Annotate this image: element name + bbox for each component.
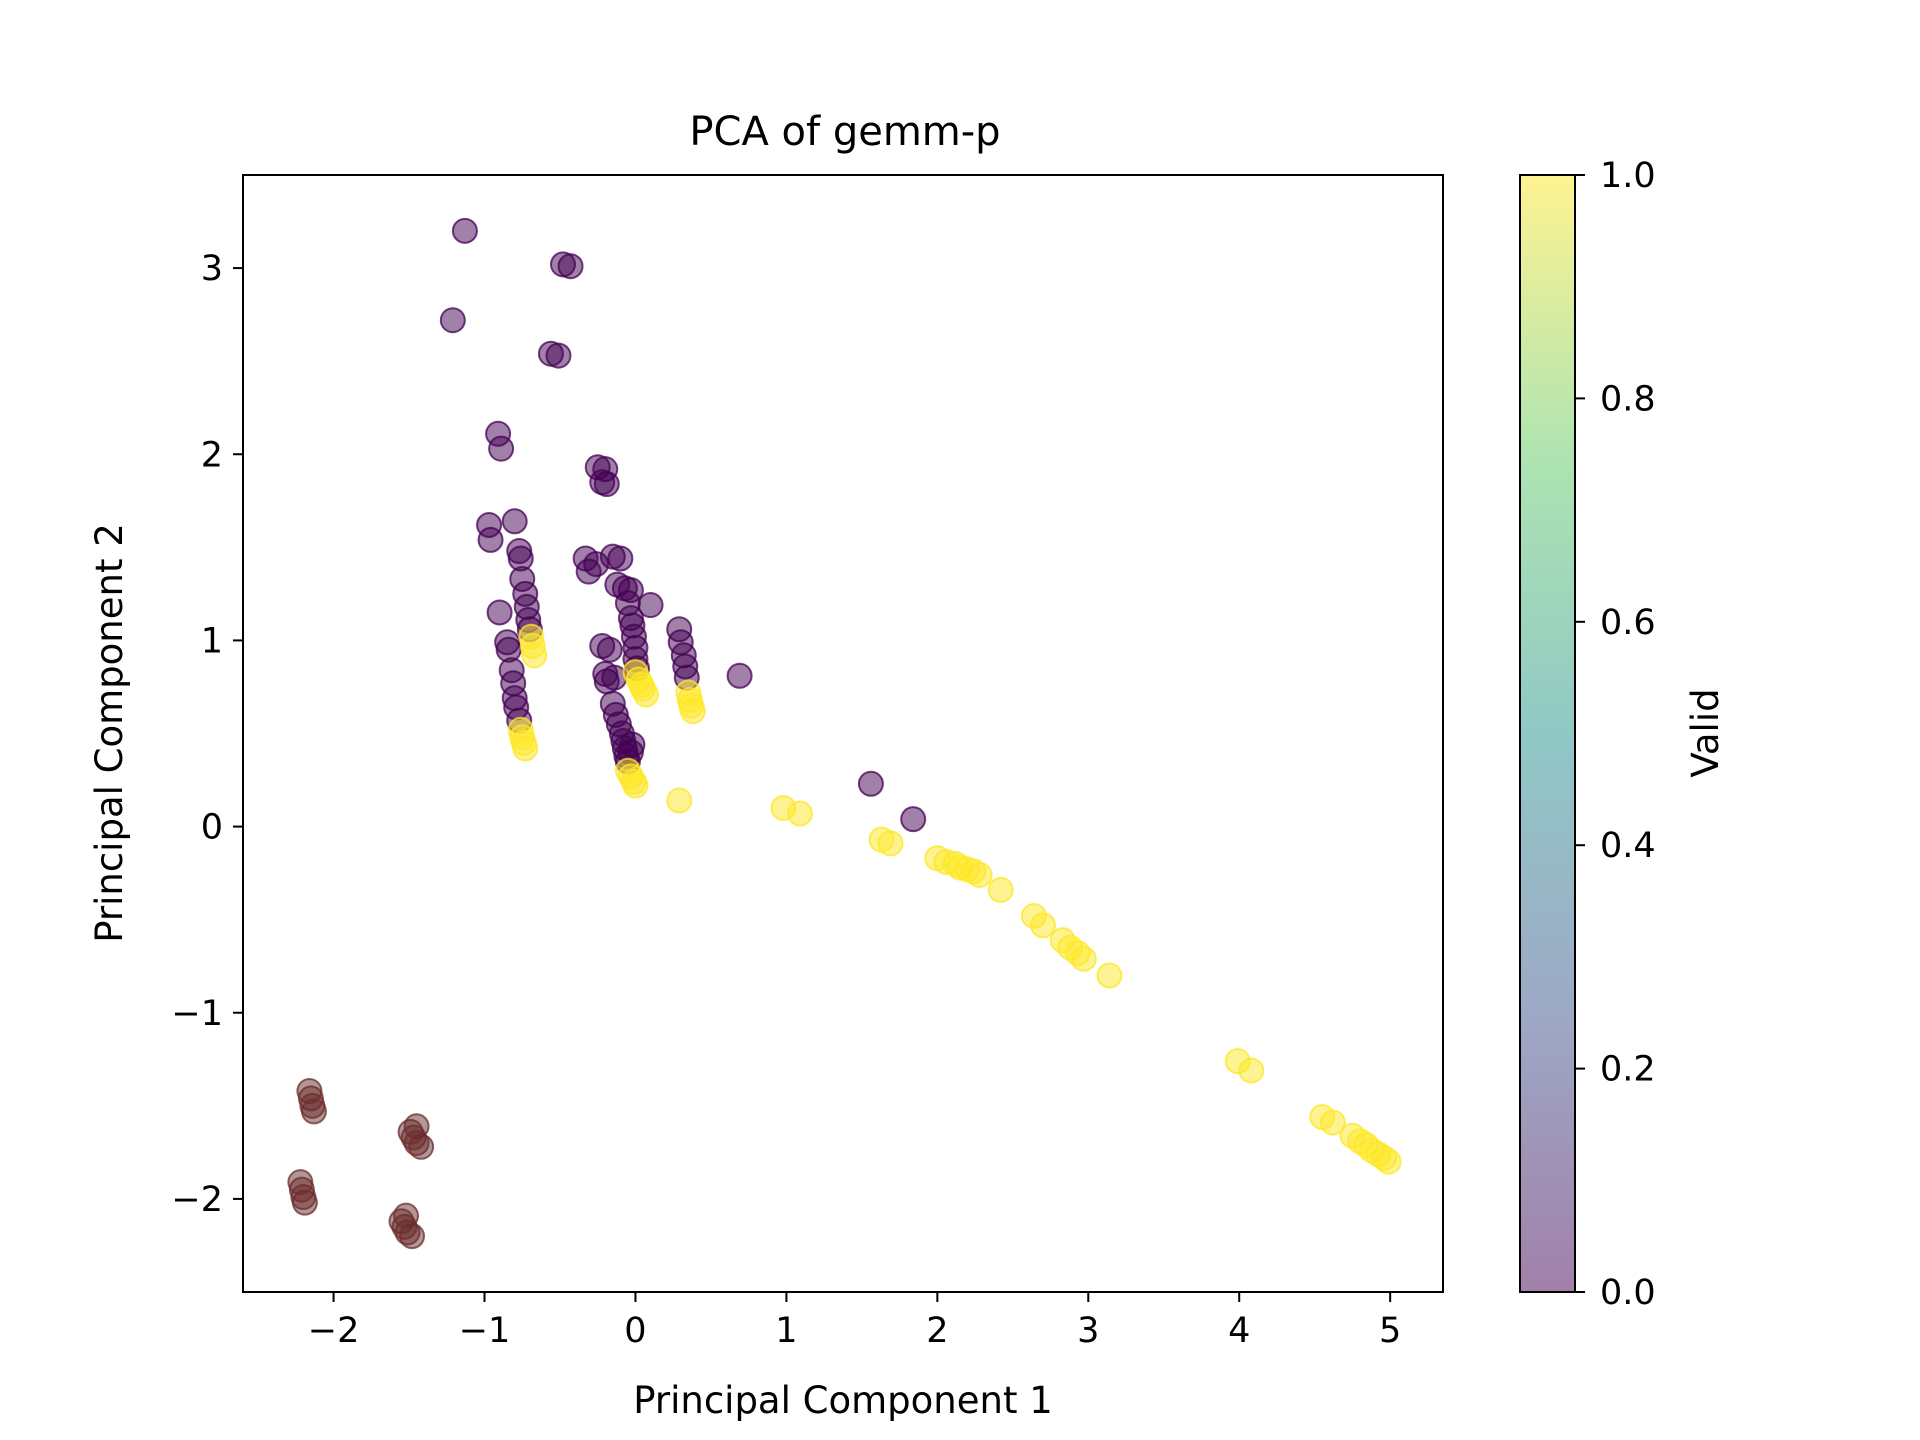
colorbar-tick-label: 0.0 bbox=[1600, 1273, 1656, 1313]
scatter-point bbox=[1238, 1057, 1265, 1084]
colorbar-tick-label: 0.2 bbox=[1600, 1050, 1656, 1090]
scatter-point bbox=[877, 830, 904, 857]
scatter-point bbox=[679, 698, 706, 725]
scatter-point bbox=[1070, 945, 1097, 972]
chart-title: PCA of gemm-p bbox=[689, 109, 1000, 155]
scatter-point bbox=[966, 861, 993, 888]
colorbar-gradient bbox=[1520, 175, 1575, 1292]
scatter-point bbox=[291, 1189, 318, 1216]
scatter-point bbox=[622, 772, 649, 799]
scatter-point bbox=[451, 217, 478, 244]
scatter-point bbox=[439, 307, 466, 334]
scatter-point bbox=[786, 800, 813, 827]
scatter-point bbox=[408, 1133, 435, 1160]
colorbar-tick-label: 0.8 bbox=[1600, 379, 1656, 419]
scatter-point bbox=[900, 806, 927, 833]
y-axis-ticks: −2 −1 0 1 2 3 bbox=[171, 249, 243, 1220]
scatter-point bbox=[857, 770, 884, 797]
x-tick-label: 5 bbox=[1379, 1311, 1401, 1351]
scatter-point bbox=[1375, 1148, 1402, 1175]
scatter-point bbox=[593, 471, 620, 498]
y-tick-label: −1 bbox=[171, 994, 223, 1034]
scatter-point bbox=[596, 636, 623, 663]
colorbar-tick-label: 0.6 bbox=[1600, 603, 1656, 643]
x-tick-label: 1 bbox=[775, 1311, 797, 1351]
scatter-point bbox=[1030, 912, 1056, 939]
scatter-point bbox=[486, 599, 513, 626]
scatter-point bbox=[512, 735, 539, 762]
scatter-point bbox=[477, 526, 504, 553]
scatter-point bbox=[601, 664, 628, 691]
scatter-point bbox=[545, 342, 572, 369]
colorbar-tick-label: 1.0 bbox=[1600, 156, 1656, 196]
x-tick-label: 4 bbox=[1228, 1311, 1250, 1351]
scatter-point bbox=[1096, 962, 1123, 989]
scatter-point bbox=[666, 787, 693, 814]
colorbar-tick-label: 0.4 bbox=[1600, 826, 1656, 866]
y-tick-label: 2 bbox=[201, 435, 223, 475]
scatter-point bbox=[726, 662, 753, 689]
plot-frame bbox=[242, 174, 1444, 1293]
colorbar-label: Valid bbox=[1684, 688, 1727, 777]
y-tick-label: −2 bbox=[171, 1180, 223, 1220]
scatter-point bbox=[619, 731, 646, 758]
x-tick-label: 3 bbox=[1077, 1311, 1099, 1351]
x-tick-label: −2 bbox=[308, 1311, 360, 1351]
y-tick-label: 3 bbox=[201, 249, 223, 289]
x-tick-label: 2 bbox=[926, 1311, 948, 1351]
scatter-point bbox=[300, 1098, 327, 1125]
scatter-point bbox=[557, 253, 584, 280]
scatter-point bbox=[399, 1223, 426, 1250]
y-axis-label: Principal Component 2 bbox=[88, 523, 131, 943]
x-axis-label: Principal Component 1 bbox=[633, 1379, 1053, 1422]
scatter-point bbox=[633, 681, 660, 708]
scatter-points bbox=[287, 217, 1402, 1250]
scatter-point bbox=[1319, 1109, 1346, 1136]
scatter-point bbox=[488, 435, 515, 462]
scatter-point bbox=[501, 508, 528, 535]
colorbar-frame bbox=[1519, 174, 1576, 1293]
x-tick-label: −1 bbox=[459, 1311, 511, 1351]
scatter-point bbox=[521, 642, 548, 669]
y-tick-label: 0 bbox=[201, 808, 223, 848]
x-axis-ticks: −2 −1 0 1 2 3 4 5 bbox=[308, 1292, 1401, 1351]
colorbar-ticks: 0.0 0.2 0.4 0.6 0.8 1.0 bbox=[1575, 156, 1656, 1313]
scatter-point bbox=[607, 545, 634, 572]
x-tick-label: 0 bbox=[624, 1311, 646, 1351]
scatter-point bbox=[987, 876, 1014, 903]
y-tick-label: 1 bbox=[201, 621, 223, 661]
